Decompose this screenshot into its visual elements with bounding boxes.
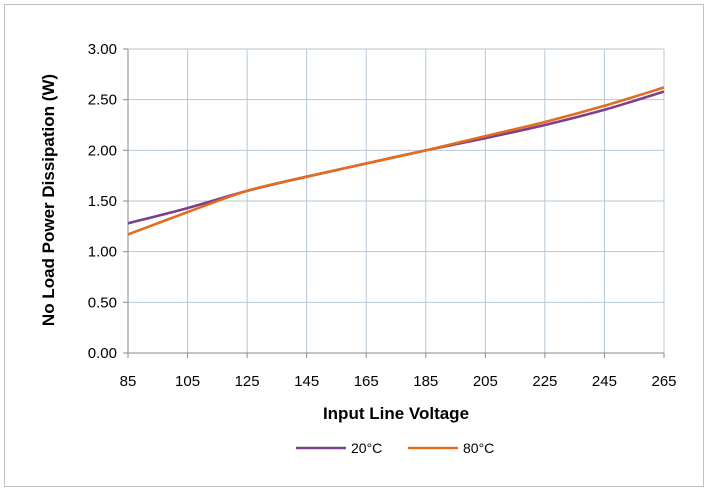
legend-label-1: 80°C xyxy=(463,440,494,456)
y-tick-label: 1.00 xyxy=(88,244,117,261)
series-line-1 xyxy=(127,86,665,236)
grid-layer xyxy=(128,48,665,353)
x-tick-label: 165 xyxy=(354,373,379,390)
y-tick-label: 1.50 xyxy=(88,193,117,210)
x-tick-label: 125 xyxy=(235,373,260,390)
x-tick-label: 145 xyxy=(294,373,319,390)
x-axis-title: Input Line Voltage xyxy=(323,404,469,423)
x-tick-label: 85 xyxy=(120,373,137,390)
chart-frame xyxy=(4,4,704,487)
x-tick-label: 265 xyxy=(651,373,676,390)
y-tick-label: 2.50 xyxy=(88,92,117,109)
x-tick-label: 245 xyxy=(592,373,617,390)
series-layer xyxy=(127,86,665,236)
axis-layer xyxy=(123,48,665,358)
legend: 20°C 80°C xyxy=(296,440,494,456)
x-tick-label: 205 xyxy=(473,373,498,390)
x-tick-label: 225 xyxy=(532,373,557,390)
y-tick-label: 3.00 xyxy=(88,41,117,58)
x-tick-label: 105 xyxy=(175,373,200,390)
legend-label-0: 20°C xyxy=(351,440,382,456)
y-tick-label: 2.00 xyxy=(88,142,117,159)
y-tick-label: 0.00 xyxy=(88,345,117,362)
y-tick-label: 0.50 xyxy=(88,294,117,311)
x-tick-label: 185 xyxy=(413,373,438,390)
y-axis-title: No Load Power Dissipation (W) xyxy=(39,74,58,326)
tick-label-layer: 0.00 0.50 1.00 1.50 2.00 2.50 3.00 85 105 125 145 1… xyxy=(88,41,677,390)
